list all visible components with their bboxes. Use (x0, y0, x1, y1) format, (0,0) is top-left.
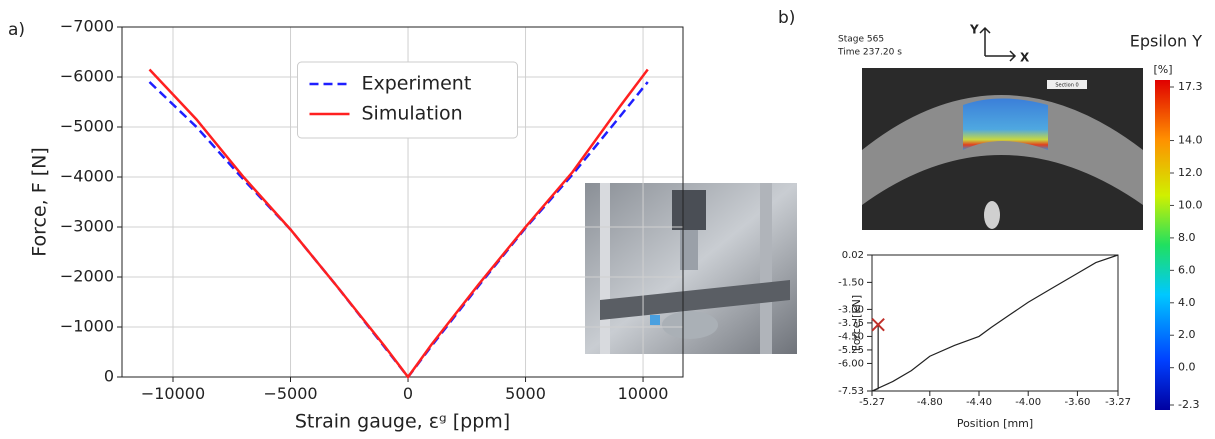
colorbar-tick-label: 0.0 (1178, 361, 1196, 374)
x-tick-label: 10000 (618, 384, 669, 403)
y-tick-label: −5000 (60, 117, 114, 136)
panel-label: a) (8, 20, 25, 40)
y-tick-label: −1000 (60, 317, 114, 336)
x-tick-label: -4.80 (917, 397, 943, 408)
plot-frame (121, 26, 684, 378)
colorbar-unit: [%] (1153, 63, 1172, 76)
time: Time 237.20 s (837, 48, 902, 58)
legend-label: Experiment (362, 73, 472, 95)
y-tick-label: -5.25 (838, 345, 864, 356)
inset-photo (585, 183, 797, 354)
marker (871, 318, 885, 332)
y-tick-label: -1.50 (838, 277, 864, 288)
y-tick-label: -6.00 (838, 358, 864, 369)
y-tick-label: -4.50 (838, 331, 864, 342)
colorbar-tick-label: -2.3 (1178, 398, 1199, 411)
y-tick-label: -3.00 (838, 304, 864, 315)
y-tick-label: -3.75 (838, 318, 864, 329)
y-axis-label: Force, F [N] (29, 147, 51, 257)
y-tick-label: −6000 (60, 67, 114, 86)
colorbar (1155, 80, 1170, 410)
x-tick-label: 5000 (505, 384, 546, 403)
section-label: Section 0 (1055, 83, 1078, 89)
y-axis-label: Force [kN] (850, 295, 863, 351)
x-tick-label: -5.27 (859, 397, 885, 408)
dic-image (862, 68, 1143, 230)
colorbar-tick-label: 10.0 (1178, 198, 1203, 211)
x-axis-label: Strain gauge, εᵍ [ppm] (295, 411, 510, 433)
x-tick-label: -3.60 (1064, 397, 1090, 408)
colorbar-tick-label: 12.0 (1178, 166, 1203, 179)
y-tick-label: 0 (104, 367, 114, 386)
y-tick-label: −2000 (60, 267, 114, 286)
legend-label: Simulation (362, 103, 463, 125)
x-tick-label: -4.00 (1015, 397, 1041, 408)
axis-glyph (979, 26, 1017, 62)
y-tick-label: -7.53 (838, 386, 864, 397)
x-tick-label: 0 (403, 384, 413, 403)
legend-box (297, 61, 518, 139)
x-tick-label: -4.40 (966, 397, 992, 408)
series-line (148, 68, 649, 380)
axis-y: Y (969, 23, 979, 37)
colorbar-tick-label: 17.3 (1178, 80, 1203, 93)
colorbar-tick-label: 6.0 (1178, 263, 1196, 276)
colorbar-tick-label: 8.0 (1178, 231, 1196, 244)
colorbar-tick-label: 2.0 (1178, 328, 1196, 341)
x-tick-label: −10000 (141, 384, 205, 403)
panel-label: b) (778, 8, 795, 28)
series-line (871, 254, 1119, 392)
x-axis-label: Position [mm] (957, 417, 1033, 430)
colorbar-tick-label: 4.0 (1178, 296, 1196, 309)
y-tick-label: −4000 (60, 167, 114, 186)
y-tick-label: 0.02 (842, 250, 864, 261)
x-tick-label: -3.27 (1105, 397, 1131, 408)
colorbar-title: Epsilon Y (1130, 32, 1203, 51)
stage: Stage 565 (838, 35, 884, 45)
plot-frame (871, 254, 1119, 392)
y-tick-label: −3000 (60, 217, 114, 236)
colorbar-tick-label: 14.0 (1178, 134, 1203, 147)
y-tick-label: −7000 (60, 17, 114, 36)
axis-x: X (1020, 51, 1030, 65)
x-tick-label: −5000 (263, 384, 317, 403)
